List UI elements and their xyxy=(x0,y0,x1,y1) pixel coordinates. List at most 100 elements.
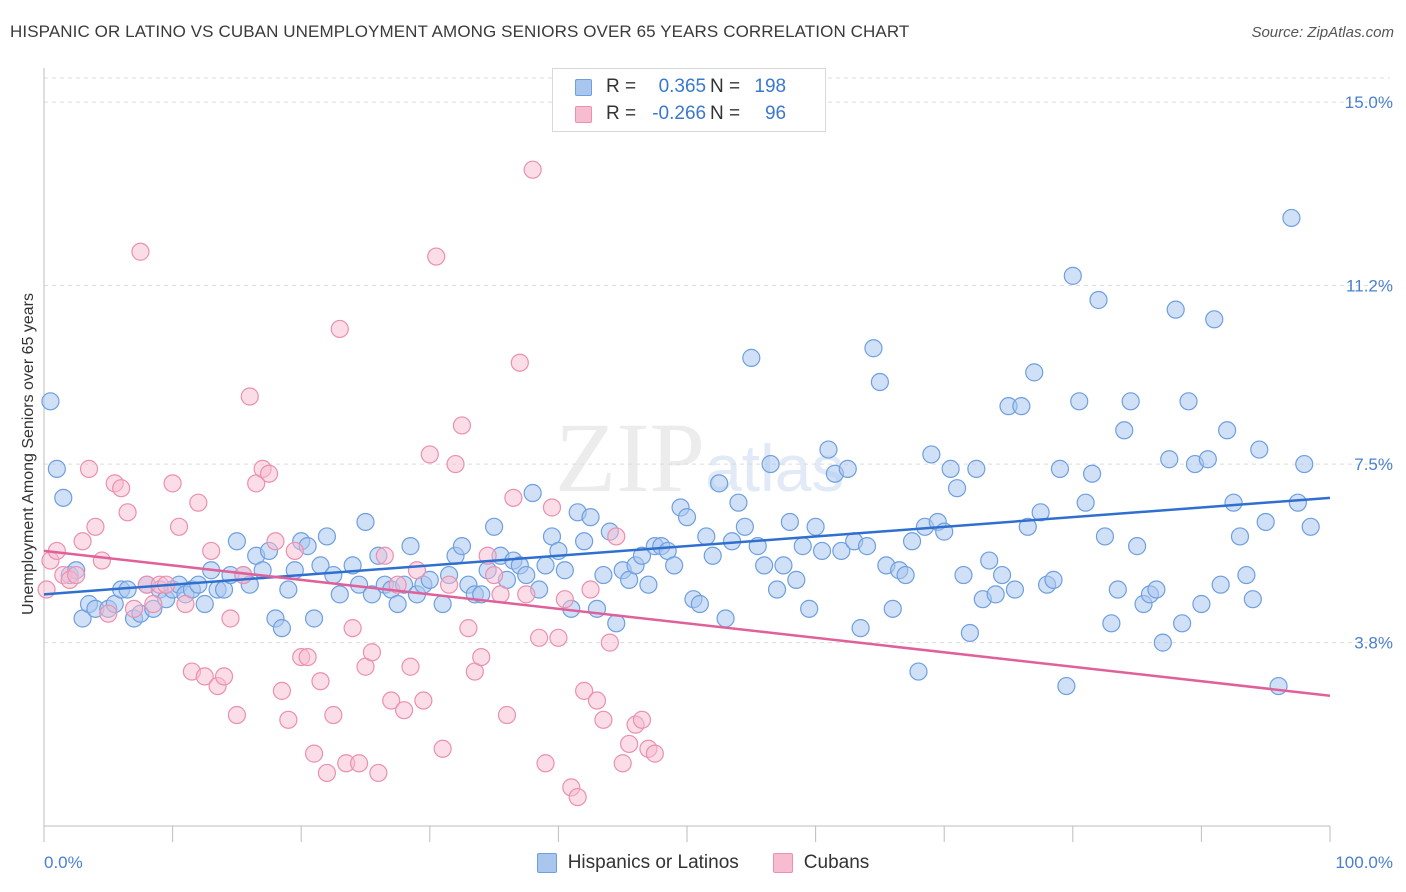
data-point-cubans xyxy=(304,744,324,763)
data-point-cubans xyxy=(202,541,221,561)
data-point-hispanics xyxy=(1269,676,1288,696)
data-point-hispanics xyxy=(851,619,870,638)
data-point-cubans xyxy=(67,565,86,585)
data-point-cubans xyxy=(420,445,439,464)
tick-labels: 3.8% 7.5% 11.2% 15.0% 0.0% 100.0% Unemployment… xyxy=(20,93,1393,872)
data-point-hispanics xyxy=(388,594,407,614)
data-point-hispanics xyxy=(980,551,999,570)
data-point-hispanics xyxy=(819,440,838,459)
data-point-cubans xyxy=(214,667,234,686)
data-point-cubans xyxy=(118,503,137,522)
data-point-hispanics xyxy=(1115,421,1134,440)
data-point-hispanics xyxy=(555,561,574,580)
legend-r-label: R = xyxy=(606,76,637,97)
data-point-cubans xyxy=(407,561,427,580)
data-point-hispanics xyxy=(1108,580,1127,599)
data-point-cubans xyxy=(99,604,118,623)
y-tick-label: 7.5% xyxy=(1354,455,1393,474)
data-point-cubans xyxy=(523,160,542,179)
legend-label-cubans: Cubans xyxy=(803,852,870,873)
data-point-hispanics xyxy=(517,565,536,585)
data-point-hispanics xyxy=(1031,503,1050,522)
data-point-cubans xyxy=(388,575,407,594)
data-point-cubans xyxy=(452,416,472,435)
legend-item-hispanics[interactable]: Hispanics or Latinos xyxy=(536,852,739,874)
legend-label-hispanics: Hispanics or Latinos xyxy=(567,852,739,873)
data-point-hispanics xyxy=(1166,300,1185,319)
legend-item-cubans[interactable]: Cubans xyxy=(772,852,870,874)
legend-swatch-pink xyxy=(772,853,793,873)
data-point-cubans xyxy=(510,353,529,372)
data-point-hispanics xyxy=(947,479,967,498)
data-point-hispanics xyxy=(864,339,883,358)
data-point-hispanics xyxy=(665,556,684,575)
data-point-cubans xyxy=(266,532,285,551)
data-point-hispanics xyxy=(47,459,66,478)
data-point-hispanics xyxy=(793,537,812,556)
data-point-hispanics xyxy=(485,517,504,536)
data-point-hispanics xyxy=(742,348,761,367)
data-point-hispanics xyxy=(716,609,735,628)
data-point-hispanics xyxy=(401,537,420,556)
data-point-cubans xyxy=(349,754,369,773)
y-tick-label: 11.2% xyxy=(1346,277,1393,296)
data-point-hispanics xyxy=(941,459,960,478)
data-point-hispanics xyxy=(1250,440,1269,459)
data-point-cubans xyxy=(613,754,632,773)
data-point-hispanics xyxy=(272,619,292,638)
data-point-hispanics xyxy=(1095,527,1115,546)
data-point-hispanics xyxy=(735,517,754,536)
data-point-hispanics xyxy=(954,565,973,585)
data-point-cubans xyxy=(324,705,343,725)
data-point-hispanics xyxy=(1237,565,1256,585)
data-point-hispanics xyxy=(195,594,214,614)
data-point-cubans xyxy=(169,517,189,536)
data-point-hispanics xyxy=(690,594,709,614)
data-point-hispanics xyxy=(883,599,902,618)
data-point-hispanics xyxy=(189,575,208,594)
data-point-hispanics xyxy=(1057,676,1076,696)
data-point-hispanics xyxy=(536,556,555,575)
data-point-cubans xyxy=(568,787,587,807)
data-point-cubans xyxy=(620,734,639,754)
data-point-hispanics xyxy=(1089,290,1108,310)
data-point-hispanics xyxy=(1295,454,1314,474)
data-point-hispanics xyxy=(1205,310,1224,329)
data-point-hispanics xyxy=(639,575,658,594)
data-point-cubans xyxy=(504,488,523,507)
data-point-cubans xyxy=(581,580,600,599)
data-point-cubans xyxy=(112,479,131,498)
legend-n-value: 96 xyxy=(764,103,787,124)
data-point-cubans xyxy=(575,681,594,700)
data-point-cubans xyxy=(317,763,337,783)
data-point-cubans xyxy=(600,633,619,652)
data-point-cubans xyxy=(607,527,626,546)
data-point-cubans xyxy=(594,710,613,729)
data-point-hispanics xyxy=(1063,266,1082,285)
data-point-cubans xyxy=(459,619,478,638)
data-point-cubans xyxy=(497,705,517,725)
data-point-cubans xyxy=(382,691,401,710)
data-point-cubans xyxy=(555,590,574,609)
data-point-hispanics xyxy=(992,565,1012,585)
data-point-hispanics xyxy=(54,488,73,507)
legend-r-value: -0.266 xyxy=(652,103,707,124)
data-point-cubans xyxy=(298,647,317,667)
data-point-cubans xyxy=(124,599,144,618)
data-point-hispanics xyxy=(703,546,722,565)
data-point-cubans xyxy=(401,657,420,676)
data-point-hispanics xyxy=(1005,580,1025,599)
data-point-hispanics xyxy=(356,512,375,532)
data-point-cubans xyxy=(427,247,446,266)
data-point-cubans xyxy=(176,594,195,614)
data-point-cubans xyxy=(517,585,536,604)
data-point-hispanics xyxy=(433,594,452,614)
series-cubans-points xyxy=(37,160,664,807)
data-point-cubans xyxy=(37,580,56,599)
trend-line-cubans xyxy=(43,549,1331,697)
legend-row-hispanics: R = 0.365 N = 198 xyxy=(575,75,786,99)
data-point-hispanics xyxy=(1282,208,1301,228)
data-point-cubans xyxy=(259,464,279,483)
data-point-hispanics xyxy=(1173,614,1192,633)
legend-swatch-pink xyxy=(575,105,592,123)
